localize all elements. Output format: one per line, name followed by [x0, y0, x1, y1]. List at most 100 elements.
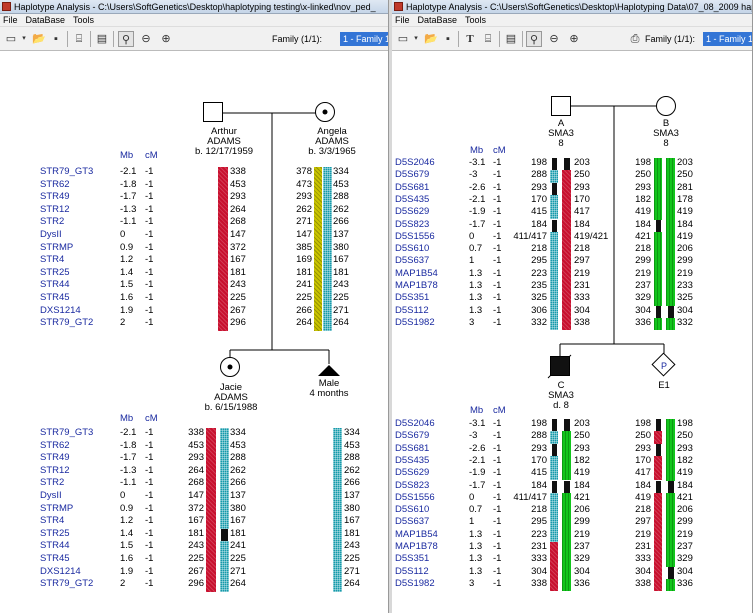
menu-tools[interactable]: Tools [465, 15, 487, 25]
pedigree-tree-icon[interactable]: ⚲ [118, 31, 134, 47]
son-allele-2: 203 [574, 418, 590, 429]
pregnancy-haplotype-bar-1 [655, 480, 661, 493]
father-symbol[interactable] [203, 102, 223, 122]
male-allele: 181 [344, 527, 360, 539]
male-allele: 288 [344, 452, 360, 464]
open-folder-icon[interactable]: 📂 [424, 33, 438, 45]
marker-name: D5S637 [395, 255, 430, 267]
menu-database[interactable]: DataBase [417, 15, 458, 25]
son-allele-1: 411/417 [513, 491, 547, 503]
affected-male-symbol[interactable] [318, 365, 340, 376]
pedigree-tree-icon[interactable]: ⚲ [526, 31, 542, 47]
father-birth: b. 12/17/1959 [194, 146, 254, 157]
window-title: Haplotype Analysis - C:\Users\SoftGeneti… [406, 2, 752, 12]
marker-mb: 0 [469, 491, 475, 503]
father-allele-1: 288 [531, 169, 547, 181]
father-allele-2: 293 [574, 181, 590, 193]
new-dropdown-icon[interactable]: ▾ [414, 35, 418, 42]
pregnancy-allele-2: 184 [677, 479, 693, 491]
zoom-in-icon[interactable]: ⊕ [161, 33, 171, 45]
report-icon[interactable]: ▤ [505, 33, 517, 45]
mb-column-header: Mb [120, 150, 134, 161]
affected-deceased-son-symbol[interactable] [550, 356, 570, 376]
marker-cm: -1 [493, 491, 502, 503]
text-icon[interactable]: T [466, 33, 474, 45]
zoom-out-icon[interactable]: ⊖ [549, 33, 559, 45]
son-line2: SMA3 [548, 390, 574, 401]
window-title: Haplotype Analysis - C:\Users\SoftGeneti… [14, 2, 376, 12]
title-bar[interactable]: Haplotype Analysis - C:\Users\SoftGeneti… [0, 0, 388, 14]
pregnancy-allele-1: 250 [635, 430, 651, 442]
mother-surname: ADAMS [315, 136, 349, 147]
new-file-icon[interactable]: ▭ [397, 33, 409, 45]
family-select[interactable]: 1 - Family 1 - [703, 32, 752, 46]
marker-cm: -1 [493, 267, 502, 279]
pregnancy-allele-2: 336 [677, 577, 693, 589]
daughter-symbol[interactable] [220, 357, 240, 377]
toolbar-separator [90, 31, 91, 47]
mother-symbol[interactable] [315, 102, 335, 122]
app-icon [2, 2, 11, 11]
pregnancy-haplotype-bar-2 [667, 566, 674, 579]
mother-allele-2: 304 [677, 304, 693, 316]
new-file-icon[interactable]: ▭ [5, 33, 17, 45]
father-symbol[interactable] [551, 96, 571, 116]
report-icon[interactable]: ▤ [96, 33, 108, 45]
marker-mb: 1.3 [469, 565, 483, 577]
marker-mb: -2.1 [120, 166, 137, 177]
zoom-out-icon[interactable]: ⊖ [141, 33, 151, 45]
marker-name: D5S679 [395, 169, 430, 181]
menu-file[interactable]: File [395, 15, 410, 25]
marker-mb: 1.3 [469, 304, 483, 316]
toolbar-separator [67, 31, 68, 47]
menu-database[interactable]: DataBase [25, 15, 66, 25]
son-id: C [557, 380, 565, 391]
mother-haplotype-bar-2 [666, 317, 675, 331]
properties-icon[interactable]: ⌸ [75, 33, 83, 45]
pregnancy-haplotype-bar-2 [666, 419, 675, 481]
print-icon[interactable]: ⎙ [630, 33, 640, 45]
mother-haplotype-bar-1 [314, 167, 322, 331]
marker-cm: -1 [493, 230, 502, 242]
save-icon[interactable]: ▪ [446, 33, 450, 45]
marker-cm: -1 [493, 454, 502, 466]
marker-mb: -2.6 [469, 181, 486, 193]
mother-allele-2: 262 [333, 203, 349, 215]
daughter-allele-2: 380 [230, 502, 246, 514]
male-allele: 380 [344, 502, 360, 514]
father-haplotype-bar-2 [563, 158, 570, 171]
father-allele-1: 411/417 [513, 230, 547, 242]
properties-icon[interactable]: ⌸ [484, 33, 492, 45]
father-allele-1: 293 [531, 181, 547, 193]
open-folder-icon[interactable]: 📂 [32, 33, 46, 45]
menu-tools[interactable]: Tools [73, 15, 95, 25]
title-bar[interactable]: Haplotype Analysis - C:\Users\SoftGeneti… [392, 0, 752, 14]
save-icon[interactable]: ▪ [54, 33, 58, 45]
marker-mb: 1.6 [120, 292, 134, 303]
pregnancy-mark: P [660, 361, 667, 371]
marker-cm: -1 [145, 317, 154, 329]
father-haplotype-bar-1 [551, 158, 557, 171]
marker-mb: 1.3 [469, 541, 483, 552]
mother-allele-2: 167 [333, 254, 349, 266]
male-allele: 262 [344, 464, 360, 476]
son-haplotype-bar-2 [562, 455, 571, 481]
marker-cm: -1 [145, 490, 154, 501]
mother-haplotype-bar-2 [666, 158, 675, 306]
mother-symbol[interactable] [656, 96, 676, 116]
new-dropdown-icon[interactable]: ▾ [22, 35, 26, 42]
marker-mb: 0.9 [120, 502, 134, 514]
menu-file[interactable]: File [3, 15, 18, 25]
zoom-in-icon[interactable]: ⊕ [569, 33, 579, 45]
mother-allele-2: 184 [677, 218, 693, 230]
marker-name: STR79_GT2 [40, 578, 94, 590]
marker-mb: -1.7 [120, 452, 137, 464]
father-allele-2: 231 [574, 280, 590, 291]
father-allele-2: 333 [574, 292, 590, 304]
daughter-name: Jacie [219, 382, 243, 393]
pregnancy-allele-2: 219 [677, 528, 693, 540]
marker-name: D5S681 [395, 181, 430, 193]
family-select[interactable]: 1 - Family 1 - [340, 32, 388, 46]
mother-allele-1: 250 [635, 169, 651, 181]
marker-mb: 1.4 [120, 266, 134, 278]
